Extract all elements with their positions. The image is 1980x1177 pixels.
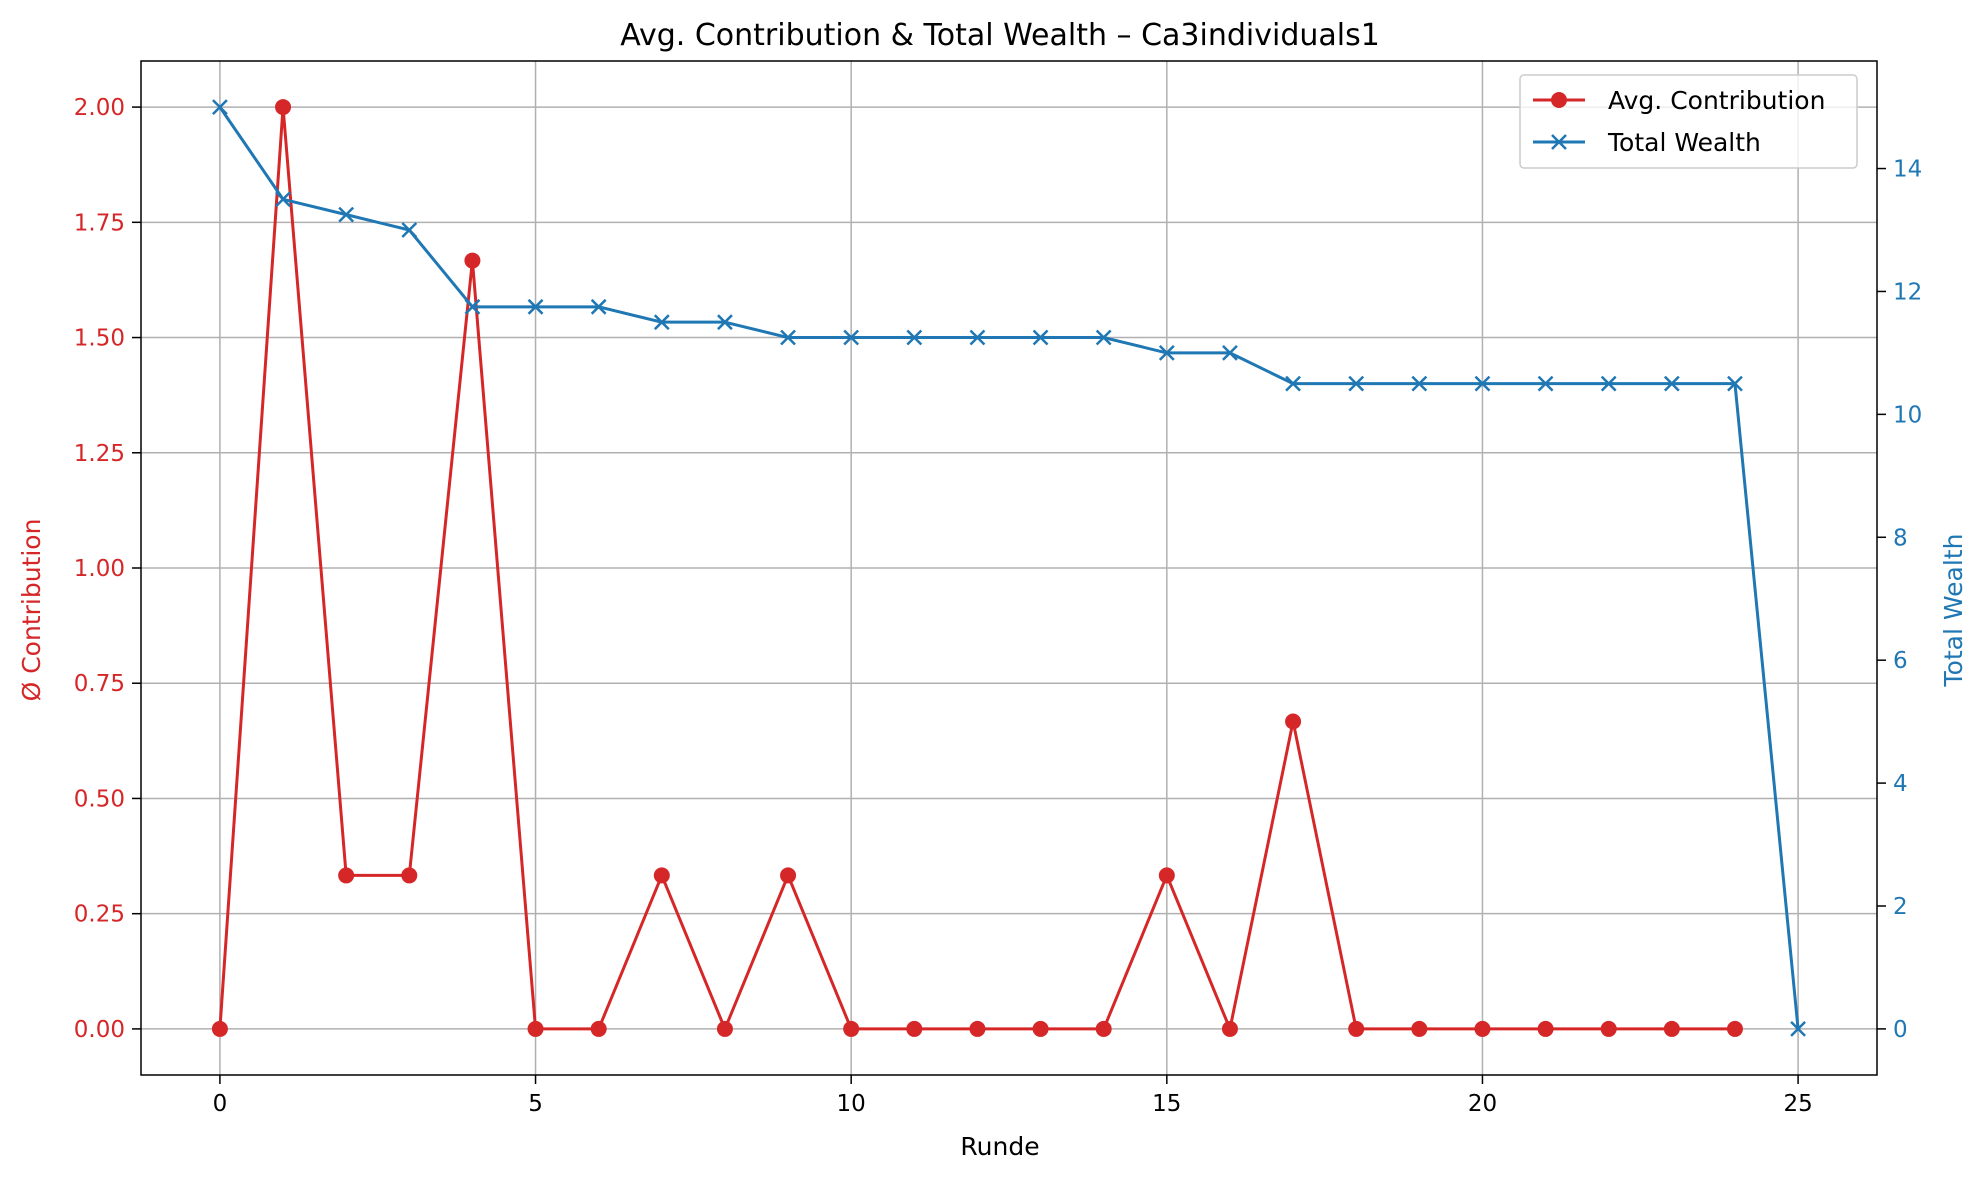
wealth-point xyxy=(1727,375,1743,392)
right-tick-label: 8 xyxy=(1893,525,1908,551)
contribution-point xyxy=(338,867,355,884)
right-tick-label: 12 xyxy=(1893,279,1922,305)
right-tick-label: 4 xyxy=(1893,771,1908,797)
wealth-point xyxy=(1222,345,1238,361)
wealth-line xyxy=(218,106,1800,1030)
contribution-point xyxy=(401,867,418,884)
legend-contribution-marker xyxy=(1551,92,1567,108)
wealth-point xyxy=(1348,375,1365,392)
contribution-point xyxy=(969,1020,986,1037)
wealth-point xyxy=(1095,329,1112,346)
contribution-point xyxy=(780,867,797,884)
x-tick-label: 10 xyxy=(837,1091,866,1117)
chart-title: Avg. Contribution & Total Wealth – Ca3in… xyxy=(620,18,1380,53)
right-axis-label: Total Wealth xyxy=(1939,534,1968,688)
contribution-point xyxy=(1474,1020,1491,1037)
x-axis-label: Runde xyxy=(960,1132,1039,1161)
contribution-point xyxy=(527,1020,544,1037)
series-layer xyxy=(211,99,1806,1037)
wealth-point xyxy=(1158,345,1175,361)
x-tick-label: 20 xyxy=(1468,1091,1497,1117)
legend-wealth-label: Total Wealth xyxy=(1607,128,1761,157)
left-tick-label: 0.25 xyxy=(74,902,125,928)
wealth-point xyxy=(212,99,228,115)
wealth-point xyxy=(527,298,544,315)
x-tick-label: 0 xyxy=(213,1091,228,1117)
right-axis-ticks: 0 2 4 6 8 10 12 14 xyxy=(1877,157,1922,1043)
x-tick-label: 25 xyxy=(1783,1091,1812,1117)
left-tick-label: 0.00 xyxy=(74,1017,125,1043)
wealth-point xyxy=(590,298,607,315)
contribution-point xyxy=(211,1020,228,1037)
wealth-point xyxy=(275,191,291,208)
left-tick-label: 1.25 xyxy=(74,441,125,467)
legend: Avg. Contribution Total Wealth xyxy=(1519,74,1858,169)
contribution-point xyxy=(1411,1020,1428,1037)
right-tick-label: 10 xyxy=(1893,402,1922,428)
contribution-point xyxy=(590,1020,607,1037)
x-tick-label: 15 xyxy=(1152,1091,1181,1117)
contribution-point xyxy=(1348,1020,1365,1037)
right-tick-label: 0 xyxy=(1893,1017,1908,1043)
x-tick-label: 5 xyxy=(528,1091,543,1117)
wealth-point xyxy=(780,329,796,346)
contribution-point xyxy=(843,1020,860,1037)
wealth-point xyxy=(1600,375,1617,392)
wealth-point xyxy=(1411,375,1428,392)
legend-box xyxy=(1519,74,1858,169)
wealth-point xyxy=(1285,375,1301,392)
wealth-point xyxy=(1474,375,1491,392)
grid xyxy=(141,61,1877,1075)
contribution-point xyxy=(464,252,481,269)
left-tick-label: 2.00 xyxy=(74,95,125,121)
wealth-point xyxy=(401,222,418,238)
left-tick-label: 1.00 xyxy=(74,556,125,582)
right-tick-label: 14 xyxy=(1893,157,1922,183)
left-tick-label: 0.50 xyxy=(74,786,125,812)
wealth-point xyxy=(717,314,733,331)
contribution-point xyxy=(275,99,292,116)
x-axis-ticks: 0 5 10 15 20 25 xyxy=(213,1075,1813,1117)
contribution-point xyxy=(1095,1020,1112,1037)
contribution-point xyxy=(906,1020,923,1037)
wealth-point xyxy=(969,329,986,346)
left-axis-label: Ø Contribution xyxy=(17,519,46,702)
left-tick-label: 1.50 xyxy=(74,326,125,352)
left-axis-ticks: 0.00 0.25 0.50 0.75 1.00 1.25 1.50 1.75 2.00 xyxy=(74,95,141,1043)
contribution-point xyxy=(1726,1020,1743,1037)
right-tick-label: 6 xyxy=(1893,648,1908,674)
contribution-point xyxy=(653,867,670,884)
contribution-point xyxy=(1537,1020,1554,1037)
contribution-point xyxy=(1221,1020,1238,1037)
contribution-point xyxy=(1032,1020,1049,1037)
wealth-point xyxy=(1663,375,1680,392)
wealth-point xyxy=(464,298,481,315)
wealth-point xyxy=(1790,1021,1806,1037)
contribution-point xyxy=(1663,1020,1680,1037)
contribution-point xyxy=(1285,713,1302,730)
contribution-point xyxy=(1158,867,1175,884)
wealth-point xyxy=(653,314,670,331)
wealth-point xyxy=(906,329,923,346)
right-tick-label: 2 xyxy=(1893,894,1908,920)
legend-wealth-marker xyxy=(1551,134,1567,150)
contribution-point xyxy=(716,1020,733,1037)
wealth-point xyxy=(1032,329,1049,346)
left-tick-label: 1.75 xyxy=(74,210,125,236)
wealth-point xyxy=(1537,375,1554,392)
left-tick-label: 0.75 xyxy=(74,671,125,697)
contribution-point xyxy=(1600,1020,1617,1037)
wealth-point xyxy=(338,206,355,223)
wealth-point xyxy=(843,329,860,346)
legend-contribution-label: Avg. Contribution xyxy=(1608,86,1825,115)
